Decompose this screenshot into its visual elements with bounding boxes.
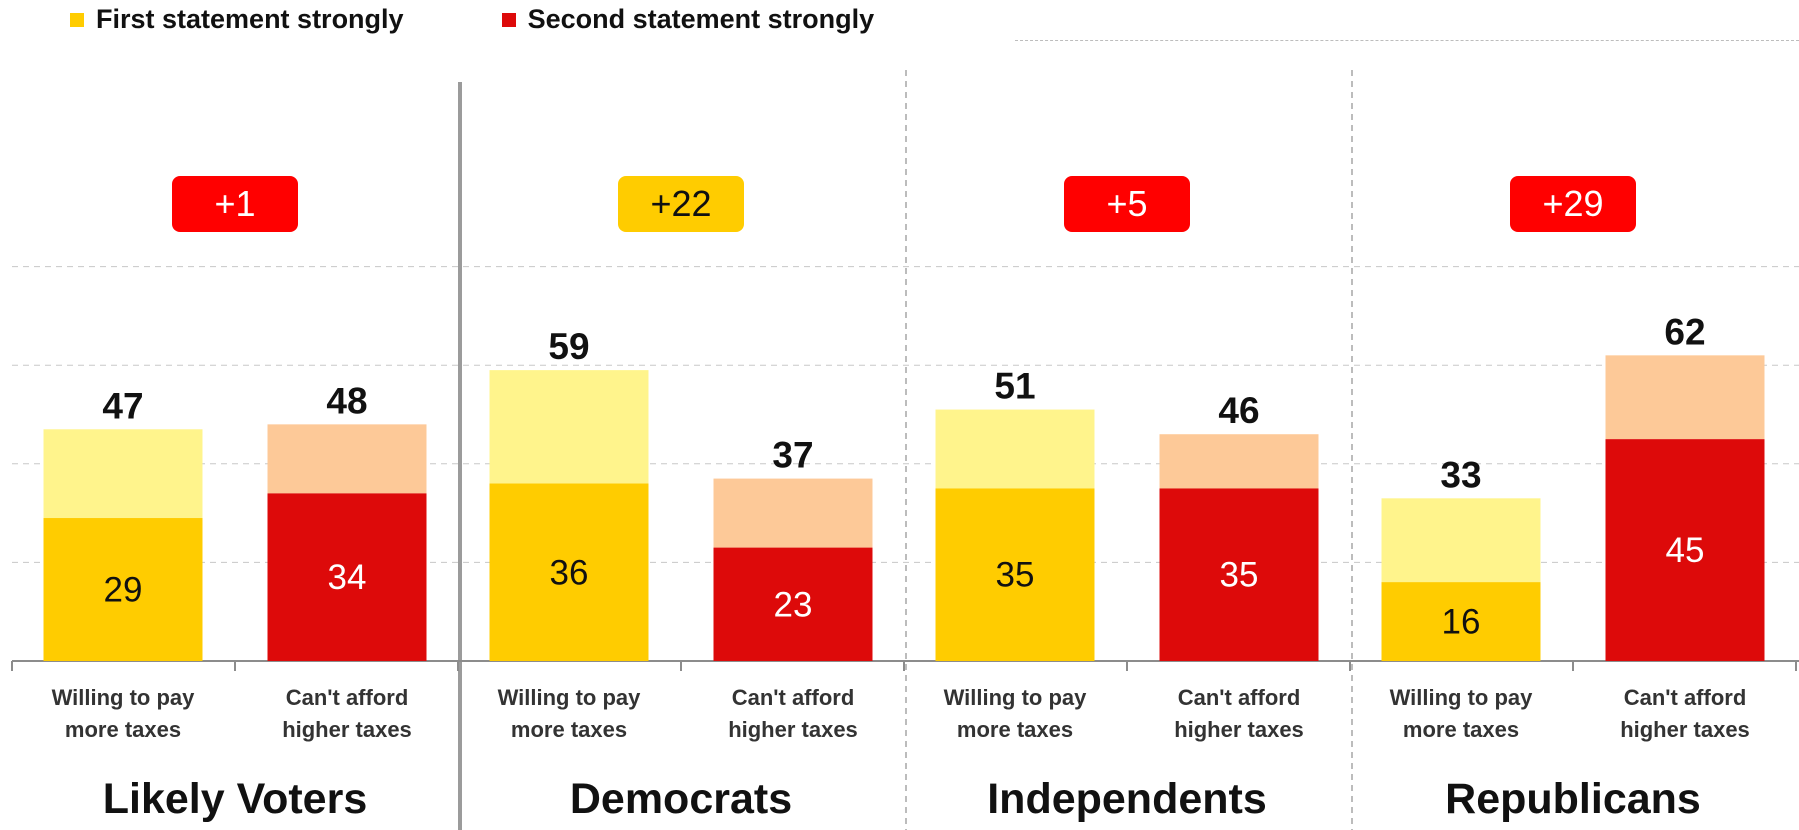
bar-strongly-likely-voters-second	[267, 493, 427, 661]
category-label-line2: more taxes	[65, 717, 181, 742]
bar-total-independents-second	[1159, 434, 1319, 489]
bar-total-republicans-first	[1381, 498, 1541, 583]
difference-badge-democrats	[618, 176, 744, 232]
category-label-line2: higher taxes	[1620, 717, 1750, 742]
bar-strongly-democrats-second	[713, 547, 873, 661]
difference-badge-independents	[1064, 176, 1190, 232]
bar-total-likely-voters-first	[43, 429, 203, 519]
data-label-strongly-independents-first: 35	[996, 556, 1035, 595]
category-label-line2: higher taxes	[728, 717, 858, 742]
legend-label-first: First statement strongly	[96, 4, 404, 34]
data-label-strongly-likely-voters-first: 29	[104, 571, 143, 610]
legend-swatch-first	[70, 12, 84, 27]
category-label-line2: more taxes	[511, 717, 627, 742]
data-label-total-democrats-second: 37	[772, 435, 813, 476]
difference-badge-likely-voters	[172, 176, 298, 232]
data-label-total-independents-second: 46	[1218, 390, 1259, 431]
data-label-total-republicans-first: 33	[1440, 454, 1481, 495]
category-label-line2: higher taxes	[1174, 717, 1304, 742]
category-label-line1: Willing to pay	[944, 685, 1088, 710]
category-label-line1: Can't afford	[286, 685, 409, 710]
bar-strongly-independents-second	[1159, 488, 1319, 661]
data-label-strongly-democrats-first: 36	[550, 553, 589, 592]
category-label-line2: more taxes	[957, 717, 1073, 742]
category-label-line1: Can't afford	[1178, 685, 1301, 710]
difference-badge-label-republicans: +29	[1542, 183, 1603, 224]
bar-total-independents-first	[935, 409, 1095, 489]
legend-item-second-statement: Second statement strongly	[501, 4, 875, 35]
group-title-likely-voters: Likely Voters	[103, 775, 368, 823]
legend-swatch-second	[501, 12, 516, 27]
data-label-total-republicans-second: 62	[1664, 311, 1705, 352]
difference-badge-label-likely-voters: +1	[214, 183, 255, 224]
bar-total-likely-voters-second	[267, 424, 427, 494]
data-label-strongly-republicans-first: 16	[1442, 603, 1481, 642]
category-label-line2: more taxes	[1403, 717, 1519, 742]
legend: First statement strongly Second statemen…	[70, 4, 972, 35]
data-label-total-independents-first: 51	[994, 366, 1035, 407]
data-label-total-likely-voters-second: 48	[326, 380, 367, 421]
bar-total-republicans-second	[1605, 355, 1765, 440]
category-label-line1: Can't afford	[732, 685, 855, 710]
data-label-strongly-republicans-second: 45	[1666, 531, 1705, 570]
category-label-line1: Willing to pay	[52, 685, 196, 710]
category-label-line1: Willing to pay	[498, 685, 642, 710]
bar-total-democrats-first	[489, 370, 649, 484]
data-label-total-likely-voters-first: 47	[102, 385, 143, 426]
category-label-line2: higher taxes	[282, 717, 412, 742]
bar-strongly-likely-voters-first	[43, 518, 203, 661]
legend-label-second: Second statement strongly	[527, 4, 875, 34]
group-title-independents: Independents	[987, 775, 1267, 823]
bar-strongly-democrats-first	[489, 483, 649, 661]
difference-badge-republicans	[1510, 176, 1636, 232]
group-title-republicans: Republicans	[1445, 775, 1701, 823]
category-label-line1: Can't afford	[1624, 685, 1747, 710]
bar-strongly-republicans-second	[1605, 439, 1765, 661]
data-label-total-democrats-first: 59	[548, 326, 589, 367]
data-label-strongly-independents-second: 35	[1220, 556, 1259, 595]
data-label-strongly-likely-voters-second: 34	[328, 558, 367, 597]
category-label-line1: Willing to pay	[1390, 685, 1534, 710]
difference-badge-label-independents: +5	[1106, 183, 1147, 224]
bar-strongly-republicans-first	[1381, 582, 1541, 661]
group-title-democrats: Democrats	[570, 775, 792, 823]
bar-total-democrats-second	[713, 478, 873, 548]
data-label-strongly-democrats-second: 23	[774, 585, 813, 624]
difference-badge-label-democrats: +22	[650, 183, 711, 224]
bar-strongly-independents-first	[935, 488, 1095, 661]
legend-item-first-statement: First statement strongly	[70, 4, 404, 35]
legend-divider-line	[1015, 40, 1799, 41]
